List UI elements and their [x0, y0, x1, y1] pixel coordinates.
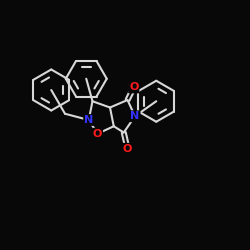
Text: N: N	[130, 111, 140, 121]
Text: O: O	[93, 129, 102, 139]
Text: O: O	[129, 82, 138, 92]
Text: N: N	[84, 115, 94, 125]
Text: O: O	[123, 144, 132, 154]
